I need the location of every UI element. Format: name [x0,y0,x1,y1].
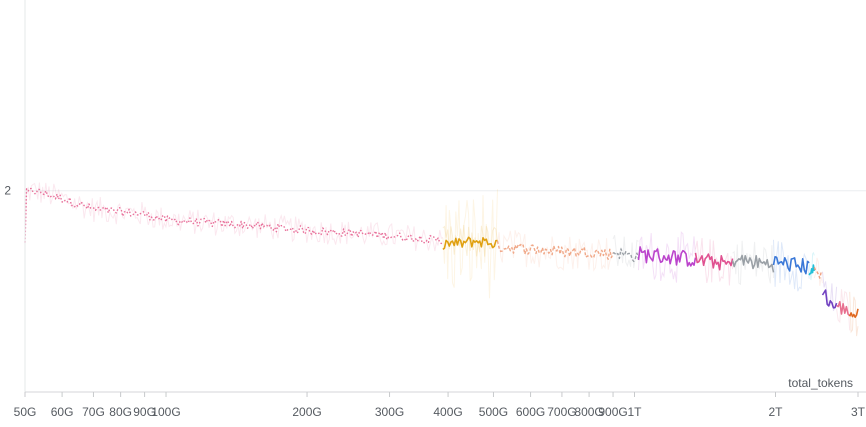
x-tick-label: 600G [516,405,545,419]
x-tick-label: 90G [133,405,156,419]
x-tick-label: 3T [851,405,866,419]
y-tick-label: 2 [4,184,11,198]
series-line [24,187,444,245]
x-tick-label: 100G [151,405,180,419]
x-tick-label: 70G [82,405,105,419]
x-axis-title: total_tokens [788,376,853,390]
x-tick-label: 200G [292,405,321,419]
y-axis-ticks: 2 [4,184,11,198]
series-line [496,240,614,260]
series-line [612,248,640,263]
series-noise-band [442,224,498,257]
x-tick-label: 60G [51,405,74,419]
series-line [637,246,697,267]
series-line [821,289,838,309]
series-noise-band [732,240,774,286]
series-line [772,256,810,275]
x-tick-label: 400G [433,405,462,419]
x-tick-label: 2T [768,405,783,419]
series-noise-band [695,237,734,286]
series-line [694,252,734,271]
series-lines [24,187,859,318]
x-tick-label: 800G [574,405,603,419]
series-noise-band [24,182,444,252]
series-noise-band [497,230,614,272]
x-tick-label: 300G [375,405,404,419]
series-noise-band [849,291,859,337]
x-tick-label: 900G [598,405,627,419]
series-line [442,236,498,251]
series-noise-band [813,257,823,286]
series-line [836,301,851,317]
x-tick-label: 50G [14,405,37,419]
series-line [808,264,816,276]
series-line [848,308,859,318]
x-tick-label: 80G [109,405,132,419]
series-line [731,254,775,273]
series-noise-band [442,189,498,299]
x-tick-label: 1T [627,405,642,419]
x-tick-label: 700G [547,405,576,419]
x-tick-label: 500G [479,405,508,419]
series-noise-band [612,235,639,269]
series-noise-band [808,251,815,281]
